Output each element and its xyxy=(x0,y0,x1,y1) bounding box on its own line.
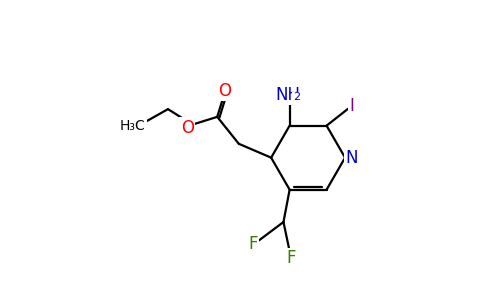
Text: F: F xyxy=(248,235,257,253)
Text: H₃C: H₃C xyxy=(120,119,145,133)
Text: 2: 2 xyxy=(293,92,300,102)
Text: NH: NH xyxy=(275,86,301,104)
Text: O: O xyxy=(181,118,194,136)
Text: O: O xyxy=(218,82,231,100)
Text: F: F xyxy=(287,249,296,267)
Text: N: N xyxy=(346,149,358,167)
Text: I: I xyxy=(349,98,354,116)
